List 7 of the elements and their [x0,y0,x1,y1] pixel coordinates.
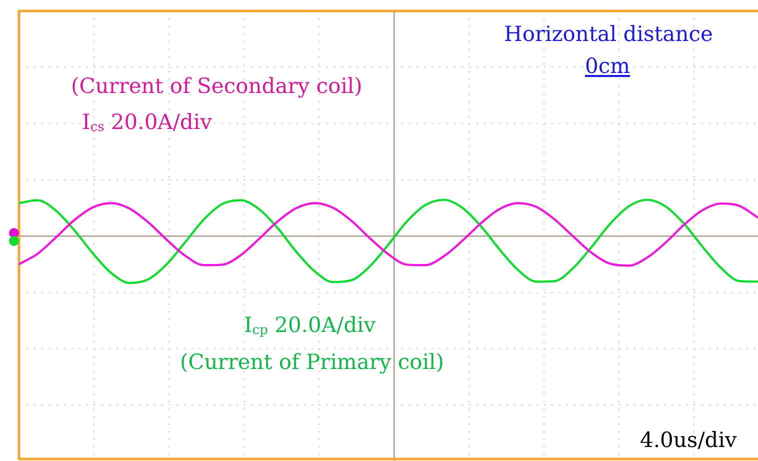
text: 4.0us/div [640,428,737,452]
text: Horizontal distance [504,22,713,46]
text: 0cm [585,54,630,78]
text: (Current of Primary coil) [180,350,444,374]
text: I$_{cp}$ 20.0A/div [244,313,376,340]
text: (Current of Secondary coil) [71,74,362,98]
text: I$_{cs}$ 20.0A/div [82,110,212,137]
